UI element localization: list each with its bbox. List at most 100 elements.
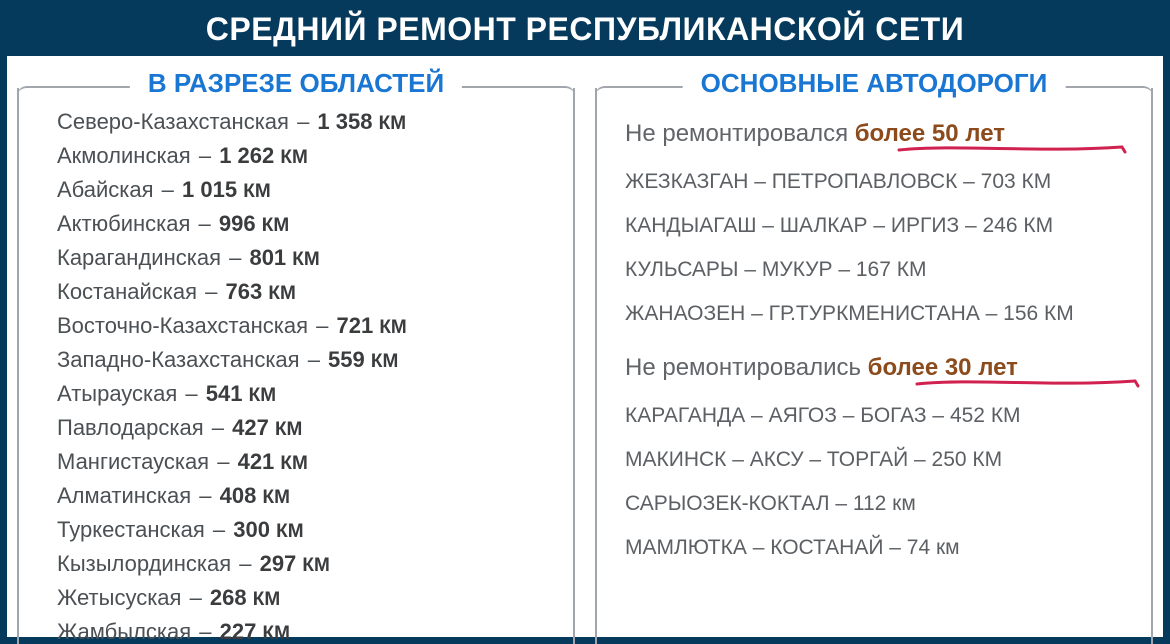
group-title-prefix: Не ремонтировались	[625, 354, 868, 381]
region-unit: КМ	[379, 317, 406, 338]
region-value: 300	[233, 517, 270, 542]
region-value: 996	[219, 211, 256, 236]
region-value: 559	[328, 347, 365, 372]
region-row: Костанайская – 763 КМ	[57, 276, 565, 310]
region-value: 268	[210, 585, 247, 610]
roads-title: ОСНОВНЫЕ АВТОДОРОГИ	[683, 68, 1066, 99]
region-unit: КМ	[292, 249, 319, 270]
region-unit: КМ	[262, 487, 289, 508]
region-row: Западно-Казахстанская – 559 КМ	[57, 344, 565, 378]
region-value: 1 015	[182, 177, 237, 202]
road-group-title: Не ремонтировался более 50 лет	[625, 120, 1127, 148]
road-row: ЖЕЗКАЗГАН – ПЕТРОПАВЛОВСК – 703 КМ	[625, 170, 1127, 194]
road-row: МАМЛЮТКА – КОСТАНАЙ – 74 км	[625, 536, 1127, 560]
dash-separator: –	[191, 619, 219, 644]
region-name: Туркестанская	[57, 517, 205, 542]
dash-separator: –	[300, 347, 328, 372]
region-unit: КМ	[268, 283, 295, 304]
region-row: Жетысуская – 268 КМ	[57, 582, 565, 616]
group-title-emphasis: более 50 лет	[855, 120, 1005, 147]
region-unit: КМ	[275, 419, 302, 440]
region-name: Жамбылская	[57, 619, 191, 644]
region-value: 1 262	[219, 143, 274, 168]
region-unit: КМ	[243, 181, 270, 202]
group-title-prefix: Не ремонтировался	[625, 120, 855, 147]
road-row: САРЫОЗЕК-КОКТАЛ – 112 км	[625, 492, 1127, 516]
region-row: Восточно-Казахстанская – 721 КМ	[57, 310, 565, 344]
region-unit: КМ	[262, 215, 289, 236]
hand-underline-icon	[897, 144, 1127, 154]
region-value: 1 358	[317, 109, 372, 134]
dash-separator: –	[231, 551, 259, 576]
region-row: Кызылординская – 297 КМ	[57, 548, 565, 582]
region-row: Жамбылская – 227 КМ	[57, 616, 565, 644]
dash-separator: –	[308, 313, 336, 338]
content-area: В РАЗРЕЗЕ ОБЛАСТЕЙ Северо-Казахстанская …	[7, 58, 1163, 638]
regions-title: В РАЗРЕЗЕ ОБЛАСТЕЙ	[130, 68, 462, 99]
region-row: Атырауская – 541 КМ	[57, 378, 565, 412]
region-name: Актюбинская	[57, 211, 190, 236]
region-value: 763	[226, 279, 263, 304]
dash-separator: –	[221, 245, 249, 270]
region-row: Туркестанская – 300 КМ	[57, 514, 565, 548]
road-row: ЖАНАОЗЕН – ГР.ТУРКМЕНИСТАНА – 156 КМ	[625, 302, 1127, 326]
dash-separator: –	[154, 177, 182, 202]
region-unit: КМ	[249, 385, 276, 406]
region-name: Акмолинская	[57, 143, 191, 168]
region-unit: КМ	[280, 453, 307, 474]
dash-separator: –	[191, 143, 219, 168]
region-unit: КМ	[280, 147, 307, 168]
roads-list: Не ремонтировался более 50 лет ЖЕЗКАЗГАН …	[595, 88, 1153, 560]
dash-separator: –	[181, 585, 209, 610]
region-value: 421	[238, 449, 275, 474]
region-value: 227	[220, 619, 257, 644]
region-value: 408	[220, 483, 257, 508]
region-row: Мангистауская – 421 КМ	[57, 446, 565, 480]
region-unit: КМ	[371, 351, 398, 372]
road-row: КАРАГАНДА – АЯГОЗ – БОГАЗ – 452 КМ	[625, 404, 1127, 428]
region-name: Жетысуская	[57, 585, 181, 610]
region-name: Павлодарская	[57, 415, 204, 440]
region-value: 801	[249, 245, 286, 270]
road-row: КАНДЫАГАШ – ШАЛКАР – ИРГИЗ – 246 КМ	[625, 214, 1127, 238]
region-row: Абайская – 1 015 КМ	[57, 174, 565, 208]
report-frame: СРЕДНИЙ РЕМОНТ РЕСПУБЛИКАНСКОЙ СЕТИ В РА…	[0, 0, 1170, 644]
region-value: 297	[260, 551, 297, 576]
dash-separator: –	[204, 415, 232, 440]
region-row: Акмолинская – 1 262 КМ	[57, 140, 565, 174]
roads-panel: ОСНОВНЫЕ АВТОДОРОГИ Не ремонтировался бо…	[595, 86, 1153, 644]
region-name: Атырауская	[57, 381, 177, 406]
region-row: Алматинская – 408 КМ	[57, 480, 565, 514]
region-name: Алматинская	[57, 483, 191, 508]
page-title: СРЕДНИЙ РЕМОНТ РЕСПУБЛИКАНСКОЙ СЕТИ	[7, 7, 1163, 58]
region-row: Актюбинская – 996 КМ	[57, 208, 565, 242]
road-row: КУЛЬСАРЫ – МУКУР – 167 КМ	[625, 258, 1127, 282]
dash-separator: –	[191, 483, 219, 508]
dash-separator: –	[177, 381, 205, 406]
region-name: Западно-Казахстанская	[57, 347, 300, 372]
region-value: 541	[206, 381, 243, 406]
group-title-emphasis: более 30 лет	[868, 354, 1018, 381]
regions-panel: В РАЗРЕЗЕ ОБЛАСТЕЙ Северо-Казахстанская …	[17, 86, 575, 644]
dash-separator: –	[205, 517, 233, 542]
region-row: Карагандинская – 801 КМ	[57, 242, 565, 276]
dash-separator: –	[289, 109, 317, 134]
region-row: Павлодарская – 427 КМ	[57, 412, 565, 446]
region-name: Кызылординская	[57, 551, 231, 576]
region-row: Северо-Казахстанская – 1 358 КМ	[57, 106, 565, 140]
region-value: 721	[336, 313, 373, 338]
region-name: Карагандинская	[57, 245, 221, 270]
region-name: Абайская	[57, 177, 154, 202]
regions-list: Северо-Казахстанская – 1 358 КМАкмолинск…	[17, 88, 575, 644]
dash-separator: –	[190, 211, 218, 236]
region-value: 427	[232, 415, 269, 440]
region-unit: КМ	[276, 521, 303, 542]
region-name: Костанайская	[57, 279, 197, 304]
region-name: Мангистауская	[57, 449, 209, 474]
hand-underline-icon	[915, 378, 1140, 388]
region-name: Северо-Казахстанская	[57, 109, 289, 134]
region-unit: КМ	[263, 623, 290, 644]
region-unit: КМ	[253, 589, 280, 610]
dash-separator: –	[209, 449, 237, 474]
region-unit: КМ	[302, 555, 329, 576]
